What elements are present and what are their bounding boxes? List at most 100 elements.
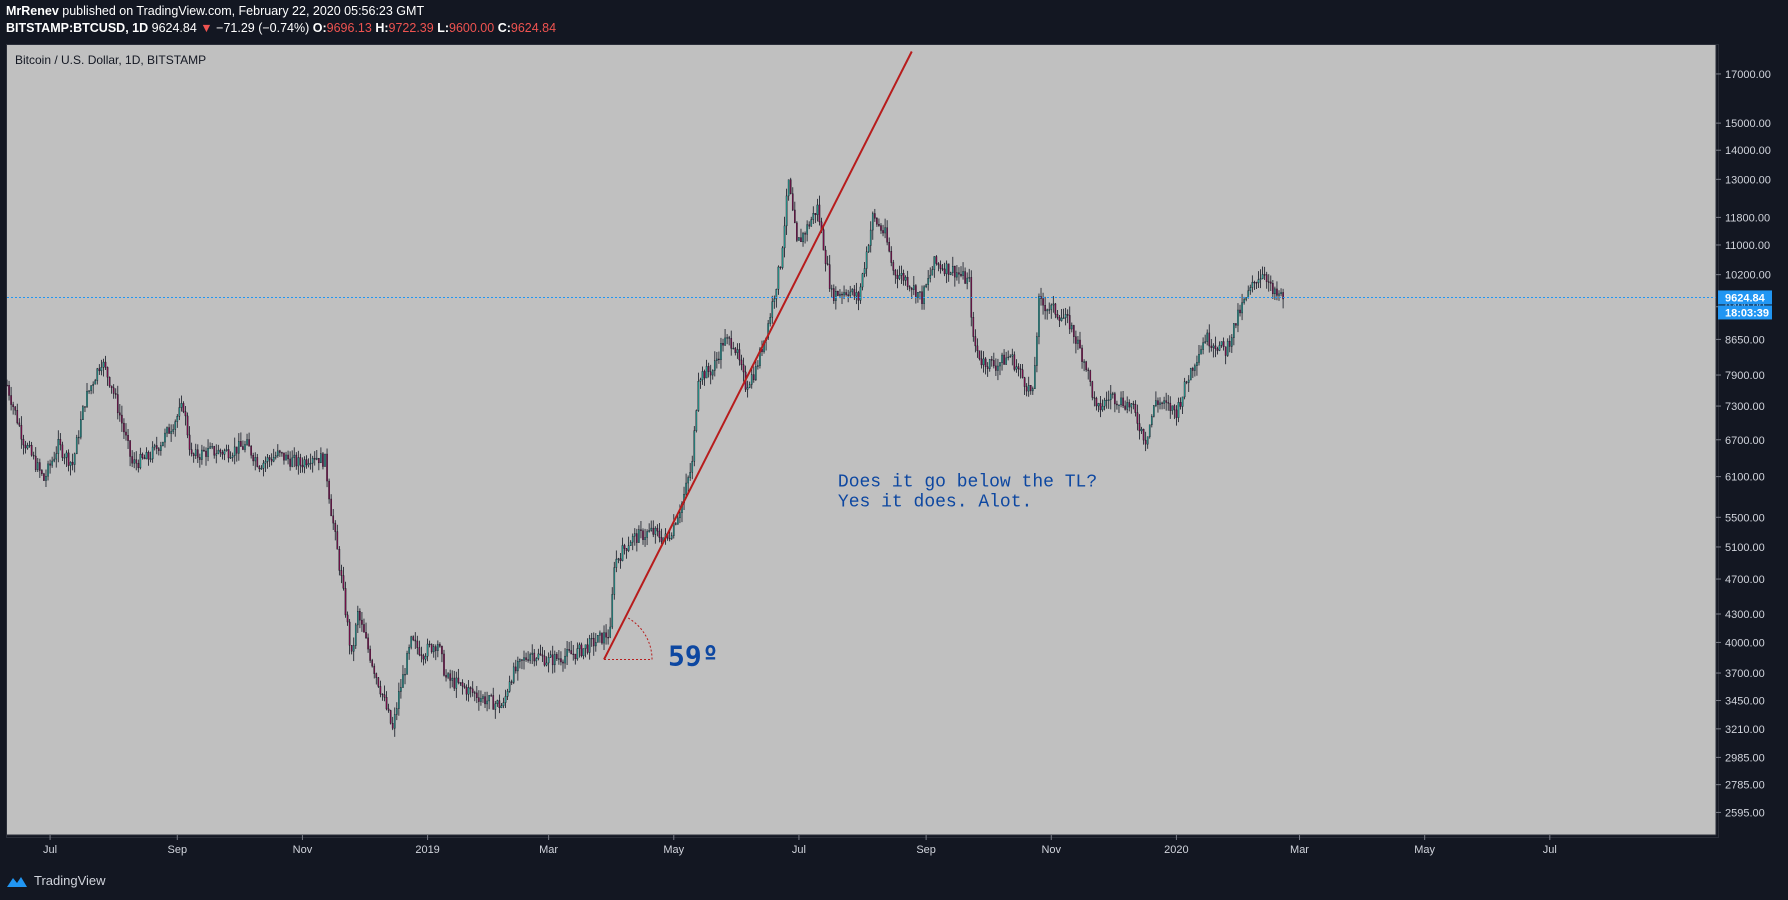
candle-body [1185,381,1188,383]
candle-body [619,558,622,561]
candle-body [535,658,538,662]
candle-body [488,695,490,702]
candle-body [990,359,993,361]
candle-body [574,653,577,660]
time-axis[interactable]: Jul Sep Nov 2019 Mar May Jul Sep Nov 2020 Mar May Ju… [43,835,1557,856]
candle-body [514,666,517,672]
candle-body [1249,287,1252,291]
candle-body [697,381,700,411]
candle-body [108,376,111,387]
candle-body [387,708,390,711]
price-tick-label: 6700.00 [1725,435,1765,447]
candle-body [461,682,464,687]
candle-body [910,288,913,290]
candle-body [1146,436,1149,445]
candle-body [424,655,427,660]
candle-body [110,385,113,389]
low-label: L: [437,21,450,35]
candle-body [1204,341,1206,343]
candle-body [1161,402,1163,404]
candle-body [219,449,222,453]
candle-body [1089,370,1092,382]
candle-body [1183,381,1186,398]
candle-body [55,453,58,460]
candle-body [242,446,244,450]
candle-body [1023,377,1026,387]
candle-body [1202,342,1204,350]
candle-body [1085,361,1087,371]
candle-body [166,427,168,434]
candle-body [406,653,408,675]
candle-body [6,384,8,387]
candle-body [20,425,23,440]
candle-body [1214,345,1217,349]
author-name[interactable]: MrRenev [6,4,59,18]
candle-body [759,348,761,366]
price-tick-label: 10200.00 [1725,270,1771,282]
candle-body [931,269,934,276]
candle-body [1050,304,1053,310]
plot-area[interactable] [7,45,1716,835]
time-tick-label: May [1414,844,1435,856]
candle-body [672,523,675,536]
candle-body [289,458,291,467]
candle-body [845,292,847,295]
candle-body [1126,402,1129,410]
candle-body [886,227,888,243]
symbol-label: BITSTAMP:BTCUSD, 1D [6,21,149,35]
candle-body [1171,405,1174,411]
candle-body [293,454,296,459]
candle-body [266,457,269,462]
candle-body [69,461,72,466]
candle-body [318,457,320,464]
candle-body [789,179,792,194]
candle-body [701,371,704,380]
time-tick-label: Mar [539,844,558,856]
candle-body [531,652,534,655]
candle-body [617,558,620,560]
candle-body [1189,368,1192,381]
candle-body [822,229,825,251]
candle-body [738,349,741,361]
candle-body [871,213,874,231]
price-tick-label: 2595.00 [1725,807,1765,819]
trendline[interactable] [603,51,913,660]
tradingview-logo-icon[interactable] [6,874,28,888]
candle-body [369,648,371,661]
candle-body [1046,309,1048,312]
candle-body [1155,400,1157,406]
candle-body [57,439,60,454]
candle-body [633,533,636,537]
candle-body [517,661,519,672]
candle-body [1124,405,1126,410]
candle-body [359,611,361,621]
candle-body [10,395,12,405]
candle-body [898,275,901,279]
candle-body [143,457,146,460]
candle-body [361,619,363,625]
candle-body [713,360,716,371]
candle-body [974,336,977,347]
price-axis[interactable]: 17000.00 15000.00 14000.00 13000.00 11800.00… [1716,69,1771,819]
candle-body [654,527,657,535]
price-tick-label: 5500.00 [1725,512,1765,524]
candle-body [119,412,121,416]
candle-body [1179,402,1182,407]
brand-name[interactable]: TradingView [34,873,106,888]
candle-body [315,457,318,460]
candle-body [1163,400,1165,404]
candle-body [675,523,677,525]
candle-body [1218,345,1221,351]
candle-body [207,447,209,457]
candle-body [1042,298,1044,306]
candle-body [363,624,365,633]
candle-body [1093,397,1096,399]
candle-body [1122,397,1124,407]
candle-body [240,441,242,447]
time-tick-label: Jul [43,844,57,856]
candle-body [412,636,415,641]
candle-body [777,266,780,290]
candle-body [863,268,866,274]
candle-body [746,387,749,390]
